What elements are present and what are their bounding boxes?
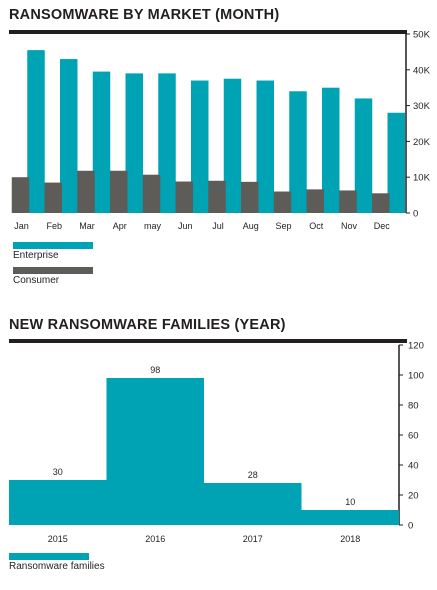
y-tick-label: 10K	[413, 173, 431, 184]
bar-enterprise	[125, 73, 143, 213]
bar-enterprise	[322, 87, 340, 213]
bar-consumer	[241, 181, 259, 213]
y-tick-label: 50K	[413, 30, 431, 41]
chart1-title-rule	[9, 30, 407, 34]
bar-consumer	[273, 191, 292, 213]
y-tick-label: 80	[408, 401, 419, 412]
legend-label-consumer: Consumer	[13, 275, 60, 286]
data-label: 30	[53, 467, 63, 477]
x-tick-label: Aug	[243, 221, 259, 231]
y-tick-label: 0	[413, 209, 418, 220]
x-tick-label: 2018	[340, 534, 360, 544]
legend-swatch-families	[9, 553, 89, 560]
y-tick-label: 120	[408, 341, 424, 352]
data-label: 28	[248, 470, 258, 480]
chart1-title: RANSOMWARE BY MARKET (MONTH)	[9, 7, 280, 23]
chart2-title-rule	[9, 339, 407, 343]
bar-families	[204, 483, 302, 525]
x-tick-label: 2016	[145, 534, 165, 544]
x-tick-label: Nov	[341, 221, 358, 231]
legend-swatch-enterprise	[13, 242, 93, 249]
legend-swatch-consumer	[13, 267, 93, 274]
x-tick-label: 2017	[243, 534, 263, 544]
x-tick-label: Jul	[212, 221, 224, 231]
bar-consumer	[110, 170, 128, 213]
bar-enterprise	[256, 80, 274, 213]
y-tick-label: 0	[408, 521, 413, 532]
legend-label-families: Ransomware families	[9, 561, 105, 572]
chart2-title: NEW RANSOMWARE FAMILIES (YEAR)	[9, 317, 286, 333]
y-tick-label: 20K	[413, 137, 431, 148]
y-tick-label: 60	[408, 431, 419, 442]
data-label: 98	[150, 365, 160, 375]
x-tick-label: Feb	[46, 221, 62, 231]
x-tick-label: Mar	[79, 221, 95, 231]
x-tick-label: Oct	[309, 221, 324, 231]
bar-enterprise	[223, 78, 242, 213]
bar-enterprise	[158, 73, 176, 213]
y-tick-label: 20	[408, 491, 419, 502]
y-tick-label: 40K	[413, 65, 431, 76]
bar-enterprise	[354, 98, 373, 213]
x-tick-label: Jan	[14, 221, 29, 231]
bar-consumer	[306, 189, 324, 213]
bar-consumer	[77, 170, 95, 213]
x-tick-label: Dec	[374, 221, 391, 231]
x-tick-label: Sep	[275, 221, 291, 231]
x-tick-label: may	[144, 221, 162, 231]
x-tick-label: Apr	[113, 221, 127, 231]
bar-consumer	[175, 181, 193, 213]
bar-families	[301, 510, 399, 525]
bar-consumer	[208, 180, 226, 213]
y-tick-label: 30K	[413, 101, 431, 112]
y-tick-label: 40	[408, 461, 419, 472]
bar-enterprise	[387, 112, 405, 213]
bar-families	[106, 378, 204, 525]
families-bar-chart: 120 100 80 60 40 20 0 30 2015 98 2016 28 2017 10 2018	[9, 341, 424, 544]
y-tick-label: 100	[408, 371, 424, 382]
bar-consumer	[11, 177, 30, 213]
bar-enterprise	[92, 71, 111, 213]
bar-families	[9, 480, 107, 525]
bar-consumer	[372, 193, 390, 213]
bar-consumer	[44, 182, 62, 213]
market-bar-chart: 50K 40K 30K 20K 10K 0 Jan Feb Mar Apr may Jun Jul Aug…	[11, 30, 431, 231]
x-tick-label: 2015	[48, 534, 68, 544]
bar-enterprise	[191, 80, 209, 213]
x-tick-label: Jun	[178, 221, 193, 231]
bar-enterprise	[289, 91, 307, 213]
bar-enterprise	[60, 59, 78, 214]
data-label: 10	[345, 497, 355, 507]
bar-enterprise	[27, 50, 45, 213]
bar-consumer	[339, 190, 357, 213]
legend-label-enterprise: Enterprise	[13, 250, 59, 261]
bar-consumer	[142, 174, 161, 213]
